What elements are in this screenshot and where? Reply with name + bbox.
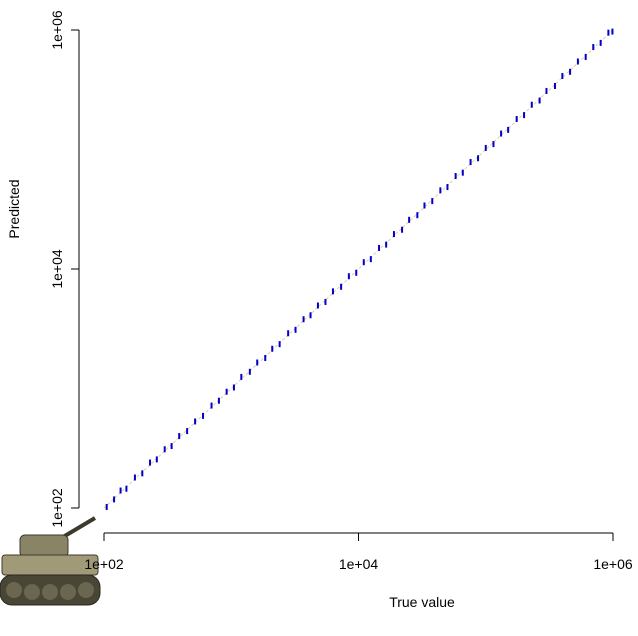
y-tick-label: 1e+06: [49, 10, 65, 50]
point: [446, 184, 449, 191]
point: [210, 402, 213, 409]
point: [302, 316, 305, 323]
point: [607, 29, 610, 36]
point: [278, 341, 281, 348]
point: [362, 259, 365, 266]
point: [324, 298, 327, 305]
point: [408, 216, 411, 223]
point: [523, 112, 526, 119]
point: [569, 68, 572, 75]
point: [340, 283, 343, 290]
point: [217, 397, 220, 404]
point: [125, 485, 128, 492]
point: [149, 459, 152, 466]
point: [202, 412, 205, 419]
point: [133, 474, 136, 481]
point: [119, 487, 122, 494]
point: [316, 302, 319, 309]
point: [141, 470, 144, 477]
x-tick-label: 1e+06: [593, 556, 633, 572]
point: [248, 368, 251, 375]
point: [163, 446, 166, 453]
point: [492, 141, 495, 148]
reference-line: [103, 29, 614, 509]
point: [232, 384, 235, 391]
x-tick-label: 1e+02: [84, 556, 124, 572]
point: [423, 202, 426, 209]
point: [592, 44, 595, 51]
point: [331, 288, 334, 295]
y-tick-label: 1e+02: [49, 488, 65, 528]
point: [553, 82, 556, 89]
point: [454, 173, 457, 180]
point: [439, 187, 442, 194]
point: [378, 244, 381, 251]
tank-icon: [0, 516, 101, 606]
point: [461, 169, 464, 176]
point: [113, 496, 116, 503]
point: [385, 241, 388, 248]
point: [264, 354, 267, 361]
point: [309, 312, 312, 319]
y-axis-label: Predicted: [6, 179, 22, 238]
y-tick-label: 1e+04: [49, 249, 65, 289]
point: [599, 39, 602, 46]
point: [170, 443, 173, 450]
point: [287, 330, 290, 337]
point: [271, 345, 274, 352]
point: [369, 256, 372, 263]
point: [194, 418, 197, 425]
point: [401, 226, 404, 233]
point: [347, 273, 350, 280]
point: [105, 503, 108, 510]
point: [416, 212, 419, 219]
point: [545, 87, 548, 94]
point: [240, 373, 243, 380]
point: [507, 126, 510, 133]
point: [178, 433, 181, 440]
point: [225, 388, 228, 395]
point: [477, 155, 480, 162]
point: [469, 159, 472, 166]
point: [530, 101, 533, 108]
point: [355, 269, 358, 276]
point: [561, 73, 564, 80]
x-tick-label: 1e+04: [339, 556, 379, 572]
point: [484, 144, 487, 151]
point: [500, 130, 503, 137]
point: [611, 28, 614, 35]
point: [538, 97, 541, 104]
point: [576, 58, 579, 65]
point: [584, 53, 587, 60]
point: [186, 428, 189, 435]
x-axis-label: True value: [389, 594, 455, 610]
point: [155, 456, 158, 463]
point: [515, 115, 518, 122]
point: [431, 198, 434, 205]
point: [392, 231, 395, 238]
point: [256, 359, 259, 366]
point: [294, 326, 297, 333]
